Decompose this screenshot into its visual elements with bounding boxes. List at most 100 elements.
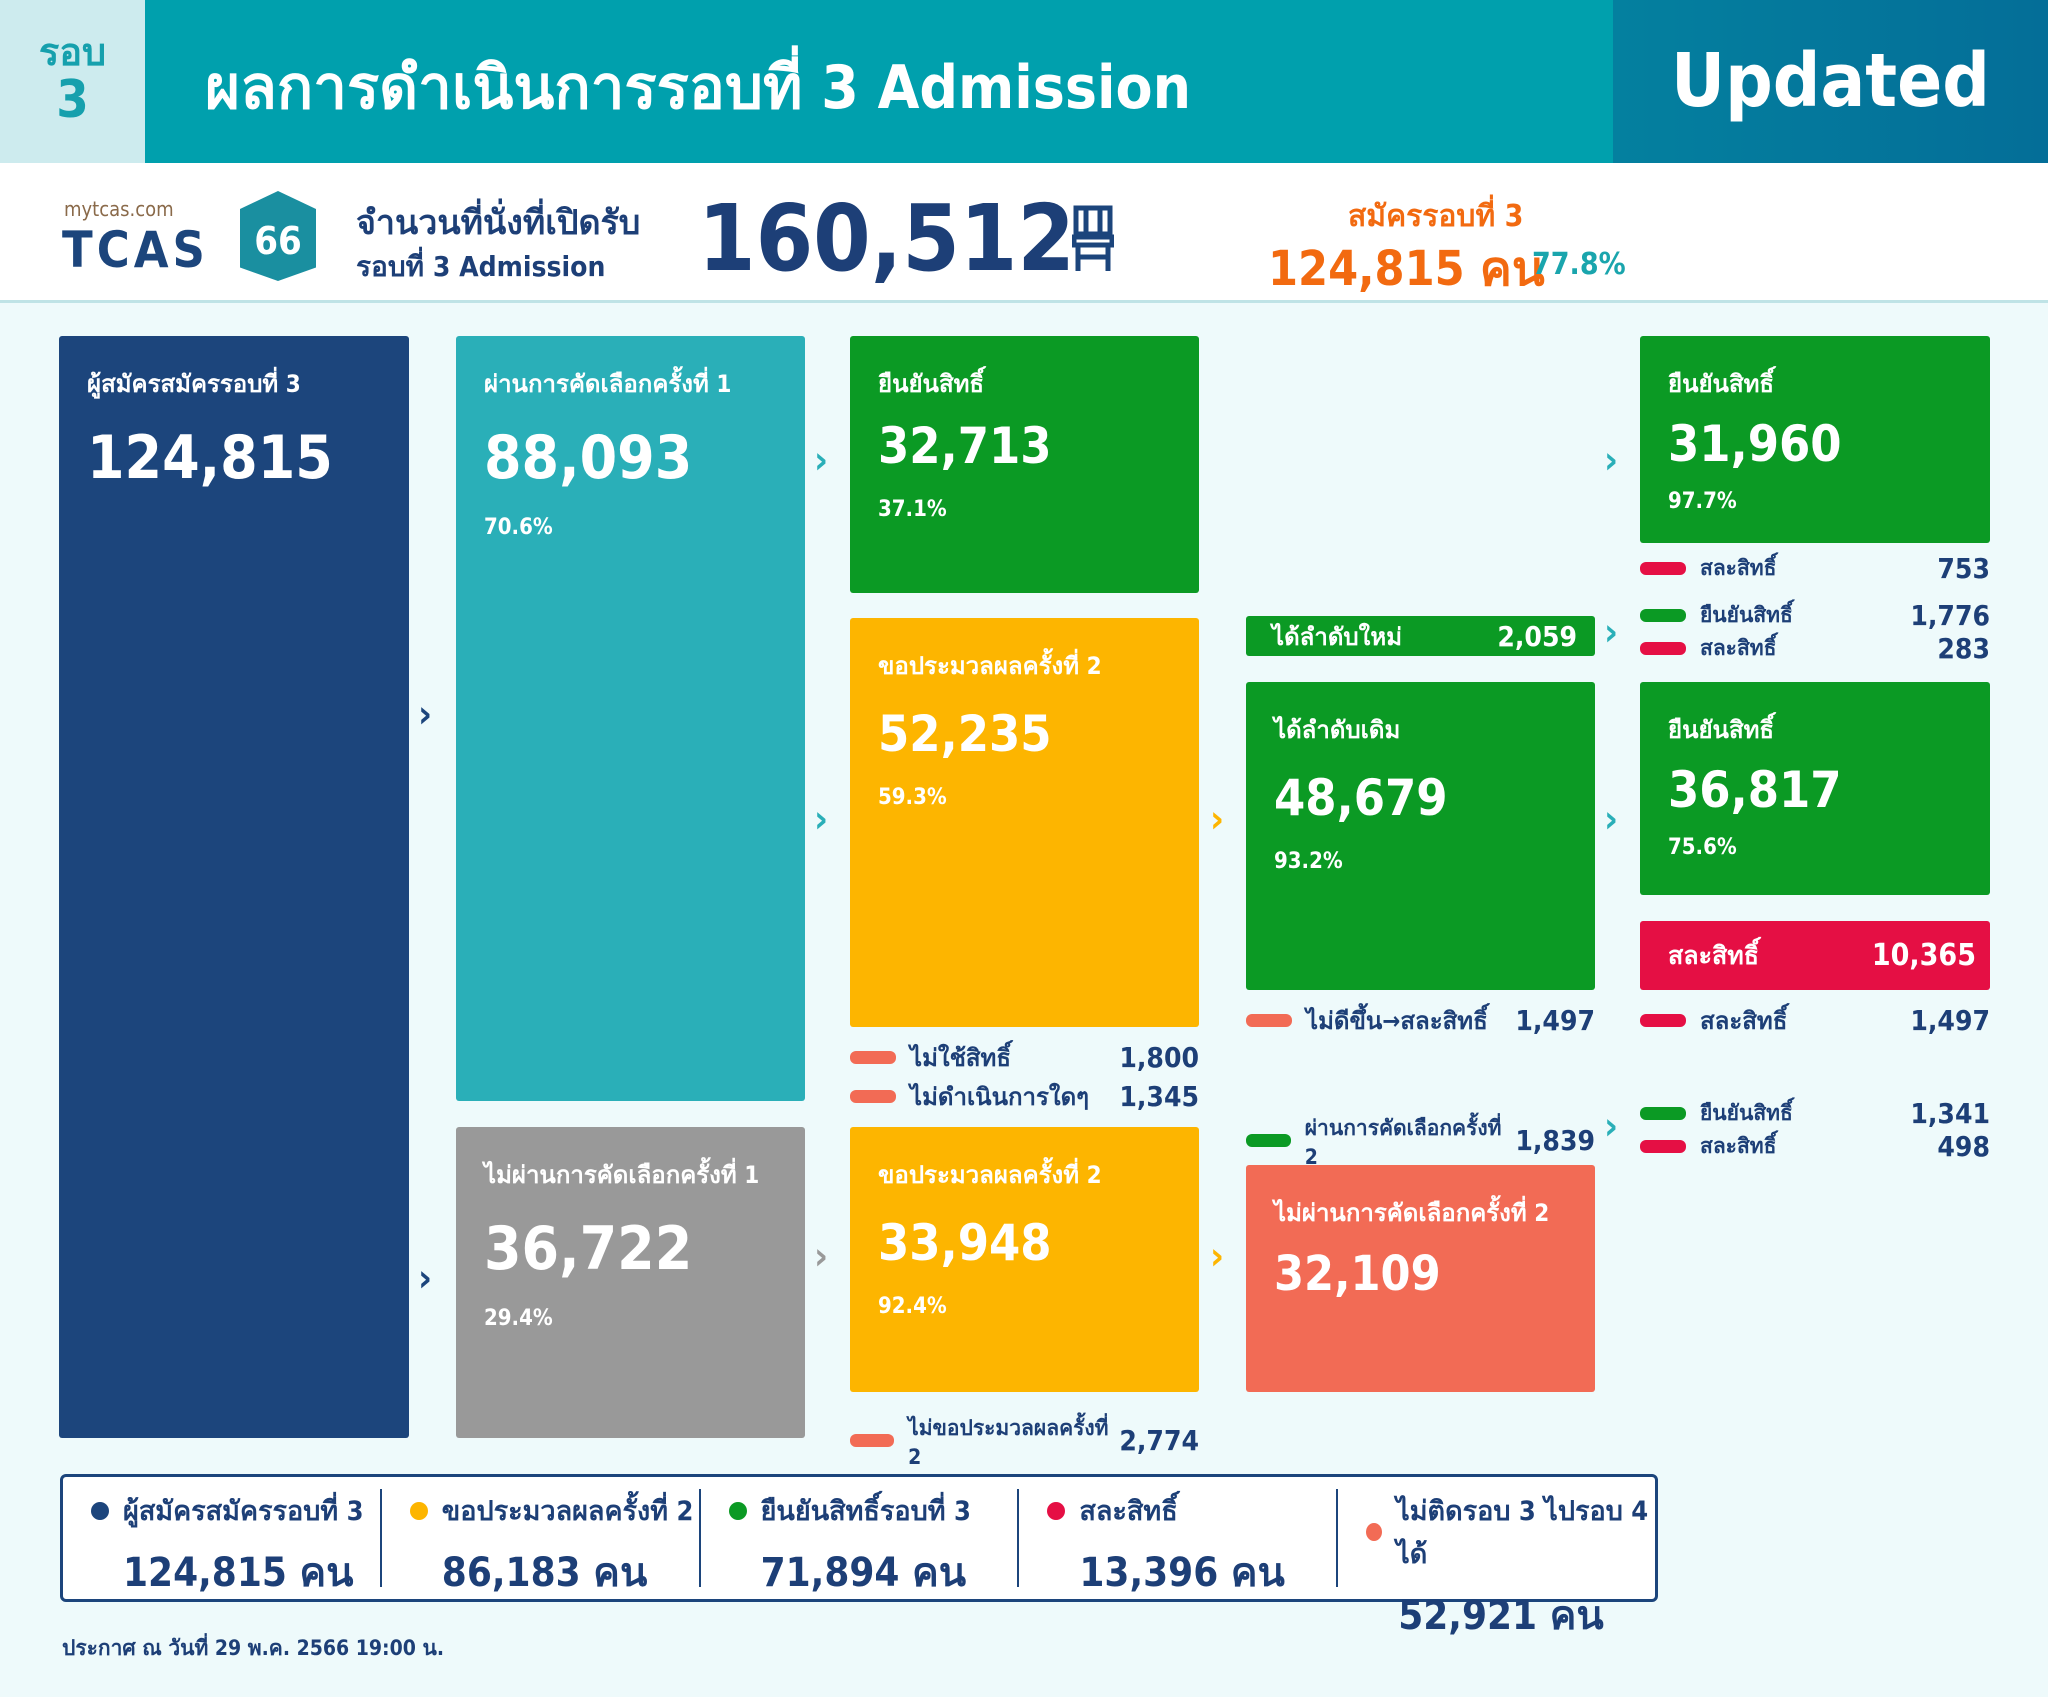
arrow-right-icon: › [814,438,829,482]
applicants-box: ผู้สมัครสมัครรอบที่ 3 124,815 [59,336,409,1438]
box-value: 32,713 [878,417,1052,475]
box-label: ได้ลำดับเดิม [1274,716,1401,744]
legend-value: 1,839 [1515,1124,1595,1157]
arrow-right-icon: › [814,797,829,841]
legend-value: 1,341 [1910,1097,1990,1130]
box-label: ผู้สมัครสมัครรอบที่ 3 [87,370,301,398]
dot-icon [728,1501,747,1520]
legend-value: 498 [1937,1130,1990,1163]
total-item: สละสิทธิ์ 13,396 คน [1019,1489,1339,1596]
arrow-right-icon: › [418,1256,433,1300]
total-value: 124,815 คน [123,1550,354,1596]
legend-row: ผ่านการคัดเลือกครั้งที่ 2 1,839 [1246,1112,1595,1169]
legend-row: สละสิทธิ์ 498 [1640,1130,1990,1163]
total-item: ไม่ติดรอบ 3 ไปรอบ 4 ได้ 52,921 คน [1338,1489,1655,1639]
box-percent: 59.3% [878,785,947,810]
swatch [1640,1014,1686,1027]
reprocess-b-box: ขอประมวลผลครั้งที่ 2 33,948 92.4% [850,1127,1199,1392]
box-value: 48,679 [1274,769,1448,827]
total-label: สละสิทธิ์ [1079,1496,1178,1527]
announcement-date: ประกาศ ณ วันที่ 29 พ.ค. 2566 19:00 น. [62,1636,444,1660]
total-item: ขอประมวลผลครั้งที่ 2 86,183 คน [382,1489,701,1596]
legend-label: ไม่ใช้สิทธิ์ [910,1044,1012,1072]
tcas-logo: TCAS [62,221,209,279]
legend-value: 1,776 [1910,599,1990,632]
box-percent: 93.2% [1274,849,1343,874]
bar-label: สละสิทธิ์ [1668,940,1760,970]
swatch [1640,609,1686,622]
bar-value: 10,365 [1871,938,1976,973]
box-value: 36,722 [484,1214,693,1284]
total-label: ผู้สมัครสมัครรอบที่ 3 [123,1496,364,1527]
box-value: 31,960 [1668,415,1842,473]
site-label: mytcas.com [64,197,174,221]
legend-label: สละสิทธิ์ [1700,1007,1788,1035]
page-title: ผลการดำเนินการรอบที่ 3 Admission [205,53,1192,123]
round-badge: รอบ 3 [0,0,145,163]
legend-label: สละสิทธิ์ [1700,636,1777,660]
legend-row: ไม่ดีขึ้น→สละสิทธิ์ 1,497 [1246,1001,1595,1040]
legend-value: 1,800 [1119,1041,1199,1074]
final-confirm1-box: ยืนยันสิทธิ์ 31,960 97.7% [1640,336,1990,543]
box-percent: 92.4% [878,1294,947,1319]
swatch [1640,562,1686,575]
chair-icon [1071,205,1115,271]
seats-label: จำนวนที่นั่งที่เปิดรับ [356,203,641,243]
legend-row: สละสิทธิ์ 753 [1640,552,1990,585]
arrow-right-icon: › [1604,1104,1619,1148]
applied-percent: 77.8% [1532,247,1626,282]
legend-row: ไม่ใช้สิทธิ์ 1,800 [850,1038,1199,1077]
box-label: ขอประมวลผลครั้งที่ 2 [878,652,1102,680]
legend-row: ยืนยันสิทธิ์ 1,776 [1640,599,1990,632]
swatch [1640,642,1686,655]
arrow-right-icon: › [1604,610,1619,654]
round-number: 3 [56,70,89,130]
applied-label: สมัครรอบที่ 3 [1348,199,1524,234]
legend-label: ไม่ดีขึ้น→สละสิทธิ์ [1306,1007,1488,1035]
legend-value: 1,345 [1119,1080,1199,1113]
box-percent: 29.4% [484,1306,553,1331]
total-label: ไม่ติดรอบ 3 ไปรอบ 4 ได้ [1396,1496,1649,1570]
legend-label: สละสิทธิ์ [1700,1134,1777,1158]
legend-value: 1,497 [1910,1004,1990,1037]
bar-value: 2,059 [1497,619,1577,653]
box-label: ขอประมวลผลครั้งที่ 2 [878,1161,1102,1189]
box-label: ยืนยันสิทธิ์ [1668,370,1775,398]
box-value: 88,093 [484,423,693,493]
swatch [1640,1107,1686,1120]
applied-value: 124,815 คน [1268,241,1545,297]
legend-value: 1,497 [1515,1004,1595,1037]
reprocess-a-box: ขอประมวลผลครั้งที่ 2 52,235 59.3% [850,618,1199,1027]
box-percent: 97.7% [1668,489,1737,514]
total-label: ขอประมวลผลครั้งที่ 2 [441,1496,694,1527]
bar-label: ได้ลำดับใหม่ [1272,622,1403,651]
dot-icon [1047,1501,1066,1520]
arrow-right-icon: › [1210,797,1225,841]
legend-label: ผ่านการคัดเลือกครั้งที่ 2 [1304,1116,1502,1169]
box-value: 124,815 [87,423,333,493]
box-label: ไม่ผ่านการคัดเลือกครั้งที่ 1 [484,1161,760,1189]
waive-bar: สละสิทธิ์ 10,365 [1640,921,1990,990]
tcas-66-logo: 66 [240,191,316,281]
box-percent: 37.1% [878,497,947,522]
total-value: 71,894 คน [760,1550,967,1596]
legend-value: 2,774 [1119,1424,1199,1457]
dot-icon [1366,1523,1383,1541]
new-rank-bar: ได้ลำดับใหม่ 2,059 [1246,616,1595,656]
box-value: 36,817 [1668,761,1842,819]
seats-sublabel: รอบที่ 3 Admission [356,250,606,283]
fail2-box: ไม่ผ่านการคัดเลือกครั้งที่ 2 32,109 [1246,1165,1595,1392]
box-label: ยืนยันสิทธิ์ [878,370,985,398]
legend-value: 283 [1937,632,1990,665]
box-label: ไม่ผ่านการคัดเลือกครั้งที่ 2 [1274,1199,1550,1227]
arrow-right-icon: › [418,692,433,736]
box-label: ผ่านการคัดเลือกครั้งที่ 1 [484,370,732,398]
legend-row: สละสิทธิ์ 1,497 [1640,1001,1990,1040]
box-percent: 70.6% [484,515,553,540]
swatch [850,1090,896,1103]
total-value: 13,396 คน [1079,1550,1285,1596]
updated-badge: Updated [1613,0,2048,163]
swatch [1246,1134,1291,1147]
arrow-right-icon: › [1210,1234,1225,1278]
swatch [1246,1014,1292,1027]
